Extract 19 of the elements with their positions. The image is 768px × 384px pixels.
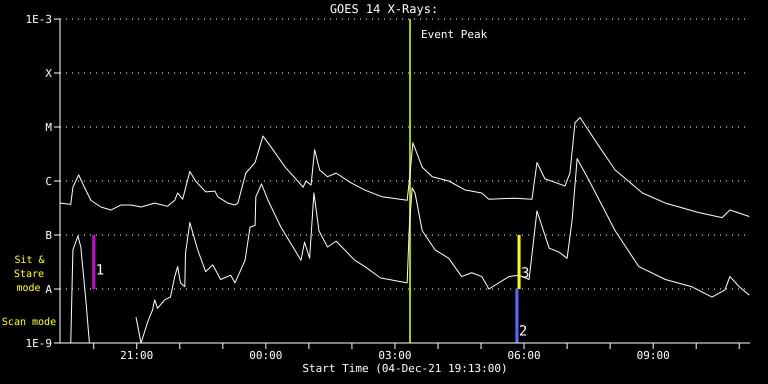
text: Scan mode bbox=[0, 317, 58, 328]
x-tick-label: 00:00 bbox=[249, 348, 282, 362]
annotation: 2 bbox=[518, 324, 528, 340]
x-tick-label: 03:00 bbox=[378, 348, 412, 362]
ref-line-label: Event Peak bbox=[421, 28, 488, 41]
x-tick-label: 09:00 bbox=[636, 348, 670, 362]
y-tick-label: B bbox=[45, 228, 52, 242]
x-tick-label: 06:00 bbox=[508, 348, 541, 362]
x-tick-label: 21:00 bbox=[120, 348, 154, 362]
y-tick-label: X bbox=[45, 66, 52, 80]
y-tick-label: A bbox=[45, 282, 52, 296]
y-tick-label: C bbox=[45, 174, 52, 188]
x-axis-title: Start Time (04-Dec-21 19:13:00) bbox=[301, 362, 509, 375]
y-tick-label: 1E-9 bbox=[26, 336, 52, 350]
y-tick-label: M bbox=[45, 120, 52, 134]
y-tick-label: 1E-3 bbox=[26, 12, 52, 26]
text: Sit & Stare mode bbox=[13, 255, 45, 294]
annotation: 1 bbox=[96, 262, 104, 278]
chart-title: GOES 14 X-Rays: bbox=[330, 2, 438, 16]
